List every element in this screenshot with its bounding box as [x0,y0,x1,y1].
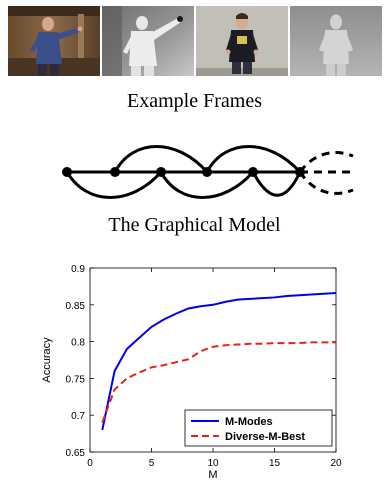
x-tick-label: 0 [87,458,93,469]
y-tick-label: 0.75 [66,374,86,385]
x-tick-label: 15 [269,458,281,469]
y-tick-label: 0.9 [71,264,85,275]
frame-4-depth [290,6,382,76]
x-axis-ticks: 0 5 10 15 20 [87,268,342,469]
series-group [101,292,337,431]
frame-3-photo [196,6,288,76]
caption-example-frames: Example Frames [127,90,262,112]
y-tick-label: 0.65 [66,448,86,459]
x-tick-label: 20 [330,458,342,469]
y-axis-ticks: 0.65 0.7 0.75 0.8 0.85 0.9 [66,264,336,459]
series-line-diverse-m-best [101,341,336,423]
caption-graphical-model: The Graphical Model [108,214,281,236]
model-node-6 [295,167,305,177]
y-tick-label: 0.8 [71,338,85,349]
model-upper-arcs [113,145,354,174]
graphical-model-diagram [62,145,355,199]
legend-box [184,409,333,447]
x-tick-label: 5 [149,458,155,469]
x-tick-label: 10 [207,458,219,469]
model-nodes [62,167,305,177]
model-node-2 [110,167,120,177]
y-tick-label: 0.7 [71,411,85,422]
model-node-1 [62,167,72,177]
x-axis-label: M [208,469,217,481]
example-frames [8,6,382,76]
legend-label-m-modes: M-Modes [225,416,273,428]
frame-2-depth [102,6,194,76]
legend: M-Modes Diverse-M-Best [184,409,333,447]
y-axis-label: Accuracy [41,337,53,383]
frame-1-photo [8,6,100,76]
model-node-3 [156,167,166,177]
legend-label-diverse-m-best: Diverse-M-Best [225,431,305,443]
y-tick-label: 0.85 [66,301,86,312]
model-node-4 [202,167,212,177]
accuracy-chart: 0.650.70.750.80.850.9 0 5 10 15 20 Accuracy … [41,264,342,481]
model-node-5 [248,167,258,177]
model-lower-arcs [65,171,354,199]
series-line-m-modes [101,292,337,431]
